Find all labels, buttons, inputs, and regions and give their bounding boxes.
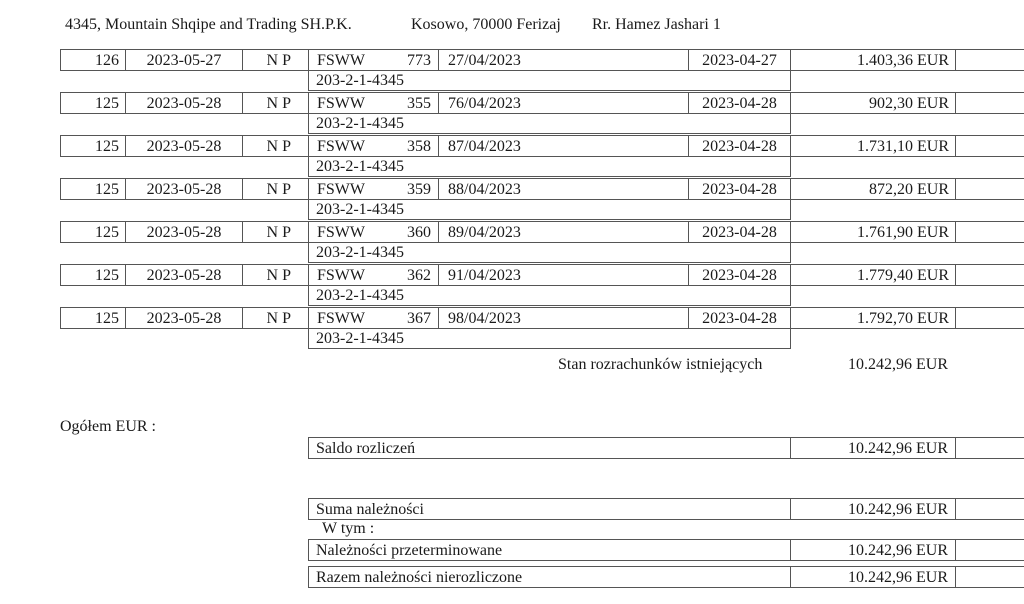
due-date: 2023-04-28 <box>702 181 777 198</box>
amount: 902,30 EUR <box>869 95 949 112</box>
stan-value: 10.242,96 EUR <box>848 356 948 373</box>
document-number: 359 <box>407 181 431 198</box>
invoice-number: 88/04/2023 <box>448 181 521 198</box>
company-city: Kosowo, 70000 Ferizaj <box>411 16 561 33</box>
due-date: 2023-04-28 <box>702 95 777 112</box>
invoice-number: 27/04/2023 <box>448 52 521 69</box>
account-number: 203-2-1-4345 <box>316 158 404 175</box>
company-street: Rr. Hamez Jashari 1 <box>592 16 721 33</box>
account-row: 203-2-1-4345 <box>308 113 791 134</box>
account-row: 203-2-1-4345 <box>308 285 791 306</box>
entry-date: 2023-05-28 <box>146 95 222 112</box>
entry-date: 2023-05-28 <box>146 224 222 241</box>
table-row: 125 2023-05-28 N P FSWW 355 76/04/2023 2… <box>60 92 1024 114</box>
razem-value: 10.242,96 EUR <box>848 569 948 586</box>
document-number: 367 <box>407 310 431 327</box>
saldo-value: 10.242,96 EUR <box>848 440 948 457</box>
table-row: 125 2023-05-28 N P FSWW 360 89/04/2023 2… <box>60 221 1024 243</box>
invoice-number: 98/04/2023 <box>448 310 521 327</box>
suma-row: Suma należności 10.242,96 EUR <box>308 498 1024 520</box>
due-date: 2023-04-28 <box>702 138 777 155</box>
amount: 1.792,70 EUR <box>857 310 949 327</box>
przeterminowane-value: 10.242,96 EUR <box>848 542 948 559</box>
entry-type: N P <box>266 224 291 241</box>
entry-type: N P <box>266 267 291 284</box>
entry-date: 2023-05-27 <box>146 52 222 69</box>
document-number: 360 <box>407 224 431 241</box>
amount: 1.779,40 EUR <box>857 267 949 284</box>
invoice-number: 87/04/2023 <box>448 138 521 155</box>
amount: 1.731,10 EUR <box>857 138 949 155</box>
account-number: 203-2-1-4345 <box>316 201 404 218</box>
stan-label: Stan rozrachunków istniejących <box>558 356 763 373</box>
account-row: 203-2-1-4345 <box>308 242 791 263</box>
document-type: FSWW <box>317 224 365 241</box>
ogolem-label: Ogółem EUR : <box>60 418 156 435</box>
table-row: 125 2023-05-28 N P FSWW 358 87/04/2023 2… <box>60 135 1024 157</box>
entry-number: 125 <box>95 138 119 155</box>
due-date: 2023-04-28 <box>702 224 777 241</box>
saldo-row: Saldo rozliczeń 10.242,96 EUR <box>308 437 1024 459</box>
w-tym-label: W tym : <box>322 520 375 537</box>
amount: 872,20 EUR <box>869 181 949 198</box>
entry-number: 125 <box>95 224 119 241</box>
entry-date: 2023-05-28 <box>146 181 222 198</box>
table-row: 125 2023-05-28 N P FSWW 359 88/04/2023 2… <box>60 178 1024 200</box>
document-type: FSWW <box>317 138 365 155</box>
account-row: 203-2-1-4345 <box>308 199 791 220</box>
due-date: 2023-04-28 <box>702 267 777 284</box>
razem-row: Razem należności nierozliczone 10.242,96… <box>308 566 1024 588</box>
account-row: 203-2-1-4345 <box>308 70 791 91</box>
account-row: 203-2-1-4345 <box>308 328 791 349</box>
document-type: FSWW <box>317 52 365 69</box>
entry-type: N P <box>266 52 291 69</box>
entry-number: 125 <box>95 310 119 327</box>
entry-date: 2023-05-28 <box>146 138 222 155</box>
amount: 1.403,36 EUR <box>857 52 949 69</box>
entry-type: N P <box>266 181 291 198</box>
entry-number: 126 <box>95 52 119 69</box>
document-number: 773 <box>407 52 431 69</box>
document-type: FSWW <box>317 95 365 112</box>
company-name: 4345, Mountain Shqipe and Trading SH.P.K… <box>65 16 352 33</box>
razem-label: Razem należności nierozliczone <box>316 569 523 586</box>
entry-number: 125 <box>95 181 119 198</box>
przeterminowane-label: Należności przeterminowane <box>316 542 503 559</box>
entry-date: 2023-05-28 <box>146 267 222 284</box>
amount: 1.761,90 EUR <box>857 224 949 241</box>
document-type: FSWW <box>317 267 365 284</box>
suma-value: 10.242,96 EUR <box>848 501 948 518</box>
invoice-number: 91/04/2023 <box>448 267 521 284</box>
entry-type: N P <box>266 310 291 327</box>
account-number: 203-2-1-4345 <box>316 115 404 132</box>
account-row: 203-2-1-4345 <box>308 156 791 177</box>
due-date: 2023-04-27 <box>702 52 777 69</box>
saldo-label: Saldo rozliczeń <box>316 440 416 457</box>
account-number: 203-2-1-4345 <box>316 330 404 347</box>
document-number: 355 <box>407 95 431 112</box>
document-type: FSWW <box>317 181 365 198</box>
account-number: 203-2-1-4345 <box>316 244 404 261</box>
account-number: 203-2-1-4345 <box>316 72 404 89</box>
entry-type: N P <box>266 95 291 112</box>
entry-type: N P <box>266 138 291 155</box>
entry-number: 125 <box>95 95 119 112</box>
invoice-number: 89/04/2023 <box>448 224 521 241</box>
document-number: 362 <box>407 267 431 284</box>
document-number: 358 <box>407 138 431 155</box>
invoice-number: 76/04/2023 <box>448 95 521 112</box>
table-row: 125 2023-05-28 N P FSWW 367 98/04/2023 2… <box>60 307 1024 329</box>
entry-date: 2023-05-28 <box>146 310 222 327</box>
suma-label: Suma należności <box>316 501 424 518</box>
table-row: 126 2023-05-27 N P FSWW 773 27/04/2023 2… <box>60 49 1024 71</box>
due-date: 2023-04-28 <box>702 310 777 327</box>
przeterminowane-row: Należności przeterminowane 10.242,96 EUR <box>308 539 1024 561</box>
table-row: 125 2023-05-28 N P FSWW 362 91/04/2023 2… <box>60 264 1024 286</box>
account-number: 203-2-1-4345 <box>316 287 404 304</box>
entry-number: 125 <box>95 267 119 284</box>
document-type: FSWW <box>317 310 365 327</box>
